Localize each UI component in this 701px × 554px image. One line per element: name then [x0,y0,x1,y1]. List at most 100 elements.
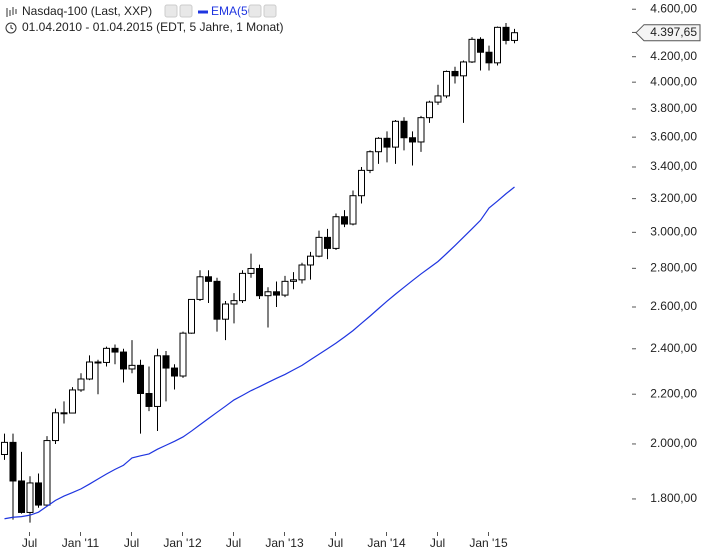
x-tick-label: Jul [430,536,445,550]
icon-button[interactable] [263,4,277,18]
candle-body [375,137,382,153]
candle-body [35,482,42,506]
candle-body [60,412,68,415]
candle-body [120,351,127,370]
y-tick-label: 4.200,00 [650,49,697,63]
candle-body [111,347,119,353]
candle-body [426,101,433,119]
y-tick-label: 3.400,00 [650,159,697,173]
candle-body [69,389,76,414]
candle-body [205,276,212,282]
candle-body [247,268,255,274]
candle-body [273,291,280,296]
x-tick-label: Jul [226,536,241,550]
candle-body [366,151,374,171]
candle-body [315,236,323,257]
candle-body [264,291,272,297]
y-tick-label: 4.000,00 [650,74,697,88]
candle-body [341,216,348,225]
x-tick-label: Jan '12 [163,536,202,550]
candle-body [511,32,518,41]
candle-body [103,347,110,363]
candle-body [477,38,484,53]
y-tick-label: 2.000,00 [650,436,697,450]
ema-line [4,186,515,520]
candle-body [400,120,408,139]
clock-icon [5,22,17,34]
candle-body [179,332,187,377]
candle-body [213,280,221,320]
candle-body [409,137,416,143]
candle-body [188,298,195,334]
candle-body [137,364,144,394]
x-tick-label: Jan '13 [265,536,304,550]
x-tick-label: Jan '14 [367,536,406,550]
candle-body [145,392,153,407]
y-tick-label: 2.800,00 [650,261,697,275]
candle-body [349,195,357,225]
candle-body [307,255,314,266]
x-tick-label: Jul [328,536,343,550]
icon-button[interactable] [164,4,178,18]
candle-body [222,303,229,320]
candle-body [392,120,399,148]
x-tick-label: Jan '15 [469,536,508,550]
chart-title: Nasdaq-100 (Last, XXP) [22,4,152,18]
candle-body [230,300,238,305]
candle-body [162,355,170,369]
chart-subtitle: 01.04.2010 - 01.04.2015 (EDT, 5 Jahre, 1… [22,20,284,34]
last-price-label: 4.397,65 [650,25,697,39]
candle-body [154,355,161,407]
candle-body [86,361,93,380]
candle-body [52,412,59,442]
legend-entry: EMA(50) [211,4,258,18]
candle-body [332,216,340,249]
y-tick-label: 3.600,00 [650,129,697,143]
y-tick-label: 2.400,00 [650,341,697,355]
candle-body [26,482,34,513]
icon-button[interactable] [179,4,193,18]
x-tick-label: Jan '11 [62,536,100,550]
header-icon [4,6,18,18]
candle-body [256,268,263,297]
y-tick-label: 3.000,00 [650,224,697,238]
clock-hand [10,25,14,30]
candle-body [9,441,17,482]
icon-button[interactable] [248,4,262,18]
x-tick-label: Jul [22,536,37,550]
candle-body [171,367,178,377]
candle-body [18,480,25,513]
y-tick-label: 3.200,00 [650,191,697,205]
candle-body [451,70,459,77]
candle-body [1,441,8,455]
y-tick-label: 3.800,00 [650,101,697,115]
candle-body [196,276,204,300]
candle-body [485,51,493,64]
candle-body [383,137,391,148]
candle-body [43,440,51,506]
candle-body [281,280,289,296]
candle-body [443,70,450,97]
candle-body [94,361,102,364]
x-tick-label: Jul [124,536,139,550]
candle-body [468,38,476,63]
candle-body [434,95,442,103]
y-tick-label: 4.600,00 [650,1,697,15]
candle-body [417,117,425,143]
candle-body [324,236,331,249]
candle-body [128,364,136,370]
y-tick-label: 1.800,00 [650,491,697,505]
y-tick-label: 2.200,00 [650,386,697,400]
candle-body [494,26,501,64]
candle-body [460,61,467,77]
candle-body [298,264,306,281]
candle-body [502,26,510,41]
y-tick-label: 2.600,00 [650,299,697,313]
candle-body [290,279,297,282]
candle-body [77,378,85,391]
last-price-box [635,24,701,42]
candle-body [358,169,365,197]
candle-body [239,272,246,302]
